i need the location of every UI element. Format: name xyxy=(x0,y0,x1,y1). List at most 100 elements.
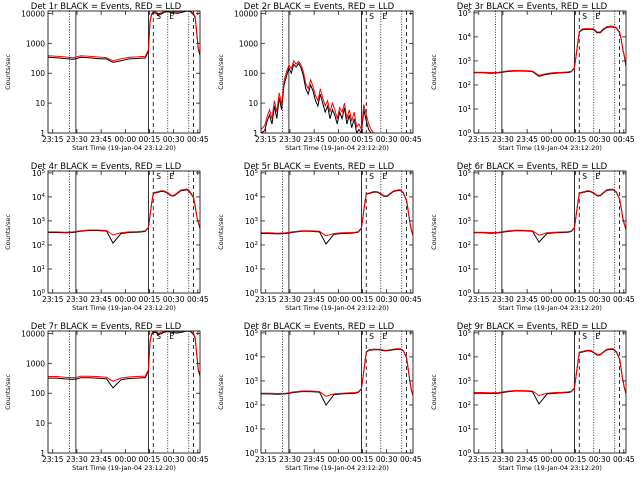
y-tick-label: 103 xyxy=(458,57,472,66)
x-tick-label: 00:00 xyxy=(115,295,137,304)
y-tick-label: 10 xyxy=(248,99,258,108)
detector-panel-2: Det 2r BLACK = Events, RED = LLD S E 23:15 2… xyxy=(213,0,426,160)
x-tick-label: 23:30 xyxy=(492,135,514,144)
y-tick-label: 10000 xyxy=(21,329,45,338)
x-tick-label: 00:15 xyxy=(565,295,587,304)
y-tick-label: 102 xyxy=(458,241,471,250)
x-axis-label: Start Time (19-Jan-04 23:12:20) xyxy=(285,304,389,312)
x-tick-label: 00:45 xyxy=(400,295,422,304)
chart-title: Det 2r BLACK = Events, RED = LLD xyxy=(244,2,395,12)
chart-title: Det 5r BLACK = Events, RED = LLD xyxy=(244,162,395,172)
x-tick-label: 23:30 xyxy=(492,455,514,464)
x-tick-label: 00:15 xyxy=(565,135,587,144)
detector-panel-3: Det 3r BLACK = Events, RED = LLD S E 23:15 2… xyxy=(426,0,639,160)
y-tick-label: 102 xyxy=(458,81,471,90)
chart-title: Det 1r BLACK = Events, RED = LLD xyxy=(31,2,182,12)
y-tick-label: 100 xyxy=(245,449,259,458)
chart-title: Det 6r BLACK = Events, RED = LLD xyxy=(457,162,608,172)
x-axis-label: Start Time (19-Jan-04 23:12:20) xyxy=(498,464,602,472)
marker-e: E xyxy=(595,12,600,21)
y-tick-label: 105 xyxy=(458,9,472,18)
x-tick-label: 00:30 xyxy=(376,455,398,464)
y-tick-label: 105 xyxy=(245,329,259,338)
lld-series-line xyxy=(48,331,200,382)
x-tick-label: 00:15 xyxy=(565,455,587,464)
y-tick-label: 104 xyxy=(458,353,472,362)
axes-frame xyxy=(260,10,414,134)
y-axis-label: Counts/sec xyxy=(430,374,438,410)
lld-series-line xyxy=(48,188,200,236)
chart-title: Det 9r BLACK = Events, RED = LLD xyxy=(457,322,608,332)
y-axis-label: Counts/sec xyxy=(430,54,438,90)
y-tick-label: 101 xyxy=(32,265,45,274)
x-tick-label: 23:45 xyxy=(516,455,538,464)
y-tick-label: 100 xyxy=(458,449,472,458)
plot-area xyxy=(474,171,626,293)
x-tick-label: 00:45 xyxy=(400,455,422,464)
events-series-line xyxy=(48,331,200,389)
x-tick-label: 23:15 xyxy=(468,455,490,464)
marker-e: E xyxy=(169,332,174,341)
marker-s: S xyxy=(369,172,374,181)
y-tick-label: 101 xyxy=(458,105,471,114)
lld-series-line xyxy=(474,188,626,236)
x-tick-label: 00:30 xyxy=(376,135,398,144)
events-series-line xyxy=(474,189,626,244)
y-tick-label: 1000 xyxy=(26,359,45,368)
y-axis-label: Counts/sec xyxy=(217,374,225,410)
y-tick-label: 10000 xyxy=(234,9,258,18)
x-tick-label: 00:00 xyxy=(328,455,350,464)
x-tick-label: 23:15 xyxy=(468,135,490,144)
plot-area xyxy=(261,171,413,293)
x-tick-label: 00:30 xyxy=(163,455,185,464)
y-tick-label: 101 xyxy=(458,425,471,434)
marker-s: S xyxy=(582,332,587,341)
x-tick-label: 23:45 xyxy=(516,295,538,304)
x-tick-label: 23:30 xyxy=(279,455,301,464)
x-tick-label: 23:15 xyxy=(42,135,64,144)
chart-title: Det 3r BLACK = Events, RED = LLD xyxy=(457,2,608,12)
x-tick-label: 23:45 xyxy=(90,295,112,304)
x-axis-label: Start Time (19-Jan-04 23:12:20) xyxy=(285,144,389,152)
x-tick-label: 00:00 xyxy=(541,295,563,304)
x-tick-label: 00:00 xyxy=(115,135,137,144)
x-axis-label: Start Time (19-Jan-04 23:12:20) xyxy=(72,304,176,312)
chart-title: Det 8r BLACK = Events, RED = LLD xyxy=(244,322,395,332)
y-axis-label: Counts/sec xyxy=(4,54,12,90)
y-axis-label: Counts/sec xyxy=(217,214,225,250)
y-tick-label: 1 xyxy=(253,129,258,138)
y-tick-label: 102 xyxy=(245,401,258,410)
y-tick-label: 100 xyxy=(32,289,46,298)
y-tick-label: 10 xyxy=(35,99,45,108)
x-tick-label: 00:30 xyxy=(163,295,185,304)
axes-frame xyxy=(473,330,627,454)
y-tick-label: 101 xyxy=(458,265,471,274)
x-tick-label: 00:15 xyxy=(352,135,374,144)
axes-frame xyxy=(47,170,201,294)
events-series-line xyxy=(261,62,374,133)
x-tick-label: 00:15 xyxy=(139,135,161,144)
y-tick-label: 104 xyxy=(458,33,472,42)
marker-e: E xyxy=(595,172,600,181)
y-tick-label: 10000 xyxy=(21,9,45,18)
marker-e: E xyxy=(169,12,174,21)
x-tick-label: 00:00 xyxy=(541,455,563,464)
x-tick-label: 23:15 xyxy=(255,455,277,464)
y-tick-label: 103 xyxy=(458,217,472,226)
y-tick-label: 101 xyxy=(245,265,258,274)
y-tick-label: 103 xyxy=(245,217,259,226)
events-series-line xyxy=(474,348,626,405)
axes-frame xyxy=(473,10,627,134)
x-tick-label: 00:00 xyxy=(328,135,350,144)
y-axis-label: Counts/sec xyxy=(4,214,12,250)
detector-panel-8: Det 8r BLACK = Events, RED = LLD S E 23:15 2… xyxy=(213,320,426,480)
x-tick-label: 00:15 xyxy=(352,295,374,304)
y-tick-label: 105 xyxy=(32,169,46,178)
y-tick-label: 104 xyxy=(458,193,472,202)
